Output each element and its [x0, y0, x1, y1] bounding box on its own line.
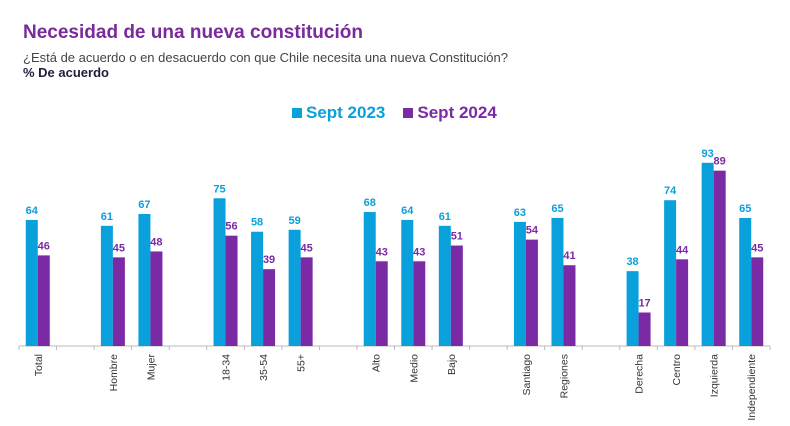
x-tick-label: Centro	[671, 354, 683, 386]
bar	[626, 271, 639, 346]
bar	[375, 261, 388, 346]
legend-swatch	[292, 108, 302, 118]
bar	[438, 225, 451, 346]
x-tick-label: Total	[33, 354, 45, 376]
data-label: 64	[26, 205, 39, 217]
bar	[112, 257, 125, 346]
bar	[25, 219, 38, 346]
bar	[413, 261, 426, 346]
data-label: 67	[138, 199, 150, 211]
data-label: 61	[101, 211, 113, 223]
chart-subtitle: ¿Está de acuerdo o en desacuerdo con que…	[23, 50, 508, 65]
data-label: 59	[289, 215, 301, 227]
bar	[37, 255, 50, 346]
data-label: 45	[113, 242, 125, 254]
x-tick-label: Santiago	[521, 354, 533, 396]
legend: Sept 2023 Sept 2024	[292, 103, 497, 123]
x-tick-label: Alto	[371, 354, 383, 372]
chart-title: Necesidad de una nueva constitución	[23, 22, 363, 43]
data-label: 17	[638, 298, 650, 310]
data-label: 41	[563, 250, 575, 262]
x-tick-label: 35-54	[258, 354, 270, 381]
x-tick-label: Izquierda	[709, 354, 721, 397]
data-label: 45	[301, 242, 313, 254]
bar	[401, 219, 414, 346]
bar	[739, 217, 752, 346]
bar	[713, 170, 726, 346]
bar	[638, 312, 651, 346]
x-tick-label: Regiones	[558, 354, 570, 398]
bar	[288, 229, 301, 346]
data-label: 45	[751, 242, 763, 254]
x-tick-label: Medio	[408, 354, 420, 383]
x-tick-label: Independiente	[746, 354, 758, 421]
bar	[150, 251, 163, 346]
bar	[251, 231, 264, 346]
legend-label: Sept 2024	[417, 103, 497, 122]
data-label: 65	[739, 203, 751, 215]
bar	[664, 200, 677, 346]
data-label: 75	[213, 183, 225, 195]
legend-item-2023: Sept 2023	[292, 103, 385, 123]
data-label: 51	[451, 231, 463, 243]
bar	[263, 269, 276, 346]
bar	[551, 217, 564, 346]
bar	[563, 265, 576, 346]
data-label: 46	[38, 240, 50, 252]
legend-item-2024: Sept 2024	[403, 103, 497, 123]
bar	[138, 214, 151, 346]
data-label: 64	[401, 205, 414, 217]
bar	[300, 257, 313, 346]
x-tick-label: Bajo	[446, 354, 458, 375]
bar	[213, 198, 226, 346]
data-label: 43	[413, 246, 425, 258]
y-axis-label: % De acuerdo	[23, 65, 109, 80]
data-label: 74	[664, 185, 677, 197]
legend-label: Sept 2023	[306, 103, 386, 122]
bar	[513, 221, 526, 346]
bar	[100, 225, 113, 346]
data-label: 44	[676, 244, 689, 256]
data-label: 61	[439, 211, 451, 223]
bar	[525, 239, 538, 346]
bar	[701, 162, 714, 346]
data-label: 93	[702, 148, 714, 160]
data-label: 89	[714, 156, 726, 168]
data-label: 39	[263, 254, 275, 266]
bar	[225, 235, 238, 346]
x-tick-label: Mujer	[145, 354, 157, 381]
legend-swatch	[403, 108, 414, 118]
data-label: 48	[150, 236, 162, 248]
data-label: 38	[626, 256, 638, 268]
bar	[676, 259, 689, 346]
x-tick-label: 18-34	[221, 354, 233, 381]
bar	[363, 212, 376, 346]
data-label: 65	[551, 203, 563, 215]
x-tick-label: 55+	[296, 354, 308, 372]
x-tick-label: Derecha	[634, 354, 646, 394]
data-label: 43	[376, 246, 388, 258]
bar	[450, 245, 463, 346]
data-label: 56	[225, 221, 237, 233]
data-label: 63	[514, 207, 526, 219]
data-label: 58	[251, 217, 263, 229]
bar	[751, 257, 764, 346]
data-label: 54	[526, 225, 539, 237]
x-tick-label: Hombre	[108, 354, 120, 392]
data-label: 68	[364, 197, 376, 209]
